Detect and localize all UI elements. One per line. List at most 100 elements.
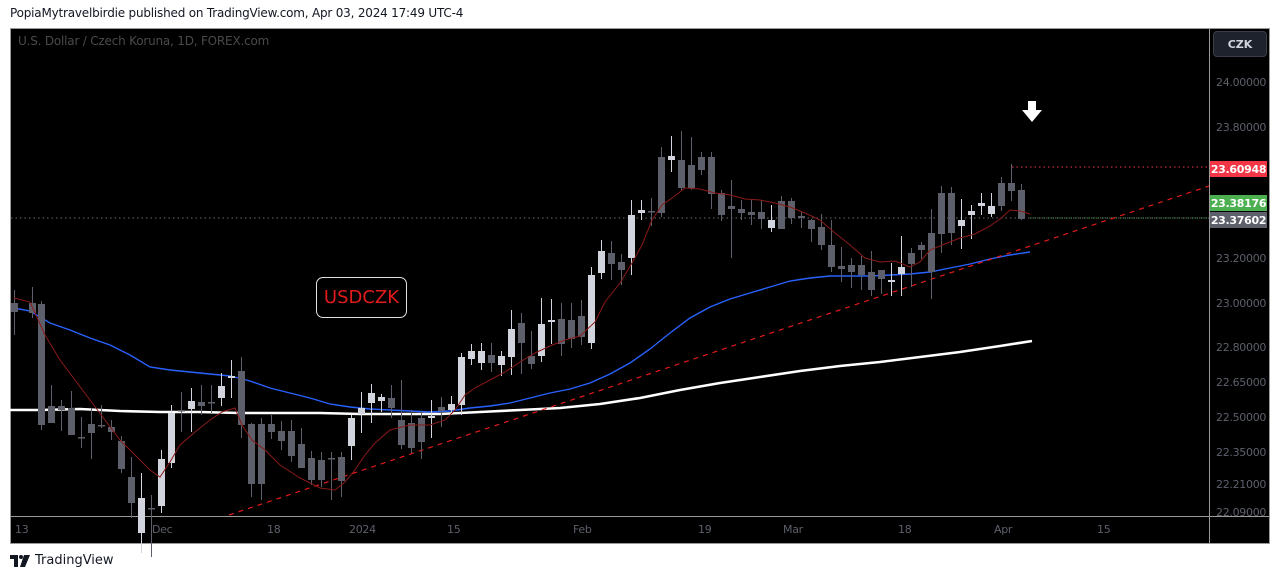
candle	[228, 360, 235, 398]
arrow-down-icon	[1022, 101, 1042, 122]
brand-label: TradingView	[35, 553, 114, 568]
candle	[198, 385, 205, 415]
candle	[888, 263, 895, 296]
candle	[568, 303, 575, 348]
candle	[878, 270, 885, 294]
candle	[948, 187, 955, 245]
candle	[828, 220, 835, 272]
candle	[348, 415, 355, 460]
candle	[488, 343, 495, 372]
time-tick: Dec	[152, 523, 173, 536]
chart-frame[interactable]	[10, 28, 1270, 544]
candle	[808, 219, 815, 242]
candle	[388, 385, 395, 418]
candle	[838, 247, 845, 282]
time-tick: 15	[1097, 523, 1111, 536]
time-tick: 19	[698, 523, 712, 536]
tradingview-brand[interactable]: TradingView	[10, 553, 114, 568]
candle	[308, 451, 315, 485]
candle	[638, 200, 645, 220]
ma-value-badge: 23.37602	[1210, 212, 1267, 228]
price-tick: 24.00000	[1216, 76, 1267, 89]
candle	[588, 267, 595, 349]
candle	[428, 400, 435, 438]
candle	[438, 397, 445, 427]
candle	[548, 299, 555, 344]
candle	[48, 385, 55, 423]
candle	[68, 391, 75, 435]
candle	[88, 408, 95, 459]
candle	[448, 396, 455, 415]
candle	[168, 405, 175, 468]
candle	[378, 394, 385, 412]
candle	[768, 205, 775, 232]
candle	[968, 205, 975, 239]
candle	[58, 400, 65, 431]
price-tick: 22.35000	[1216, 446, 1267, 459]
candle	[218, 373, 225, 406]
price-tick: 23.00000	[1216, 297, 1267, 310]
time-tick: 18	[267, 523, 281, 536]
candle	[998, 177, 1005, 211]
candle	[538, 298, 545, 362]
candle	[368, 384, 375, 423]
candle	[508, 310, 515, 375]
candle	[148, 495, 155, 557]
candle	[288, 420, 295, 462]
time-tick: Apr	[994, 523, 1013, 536]
time-tick: 13	[15, 523, 29, 536]
candle	[468, 344, 475, 365]
price-tick: 23.20000	[1216, 252, 1267, 265]
time-tick: Feb	[573, 523, 592, 536]
last-price-badge: 23.38176	[1210, 195, 1267, 211]
candle	[938, 186, 945, 253]
candle	[918, 242, 925, 259]
candle	[848, 258, 855, 288]
candle	[298, 428, 305, 468]
price-tick: 22.80000	[1216, 341, 1267, 354]
candle	[778, 196, 785, 229]
tradingview-logo-icon	[10, 554, 30, 567]
ma200-line	[10, 339, 1033, 416]
candle	[208, 385, 215, 413]
candle	[678, 131, 685, 191]
candle	[528, 331, 535, 369]
candle	[248, 423, 255, 497]
candle	[988, 193, 995, 217]
candle	[268, 415, 275, 439]
candle	[558, 303, 565, 356]
candle	[748, 200, 755, 225]
symbol-annotation[interactable]: USDCZK	[316, 277, 407, 318]
candle	[818, 214, 825, 250]
candle	[258, 418, 265, 500]
candle	[718, 190, 725, 221]
price-tick: 22.65000	[1216, 376, 1267, 389]
candle	[628, 200, 635, 275]
time-tick: 15	[447, 523, 461, 536]
candle	[78, 417, 85, 448]
candle	[758, 200, 765, 229]
candle	[598, 240, 605, 279]
price-tick: 22.50000	[1216, 411, 1267, 424]
candle	[458, 353, 465, 415]
ma50-line	[13, 251, 1031, 413]
candle	[318, 452, 325, 487]
candle	[98, 405, 105, 428]
currency-button[interactable]: CZK	[1213, 31, 1267, 57]
time-tick: Mar	[783, 523, 803, 536]
candle	[38, 301, 45, 430]
time-tick: 18	[898, 523, 912, 536]
candle	[868, 251, 875, 296]
candle	[858, 256, 865, 290]
candle	[418, 411, 425, 459]
time-tick: 2024	[349, 523, 376, 536]
candle	[978, 193, 985, 215]
candle	[908, 248, 915, 287]
candle	[11, 290, 18, 335]
candle	[708, 152, 715, 209]
candle	[398, 380, 405, 449]
trendline[interactable]	[228, 185, 1210, 516]
candle	[688, 137, 695, 190]
candle	[738, 200, 745, 220]
